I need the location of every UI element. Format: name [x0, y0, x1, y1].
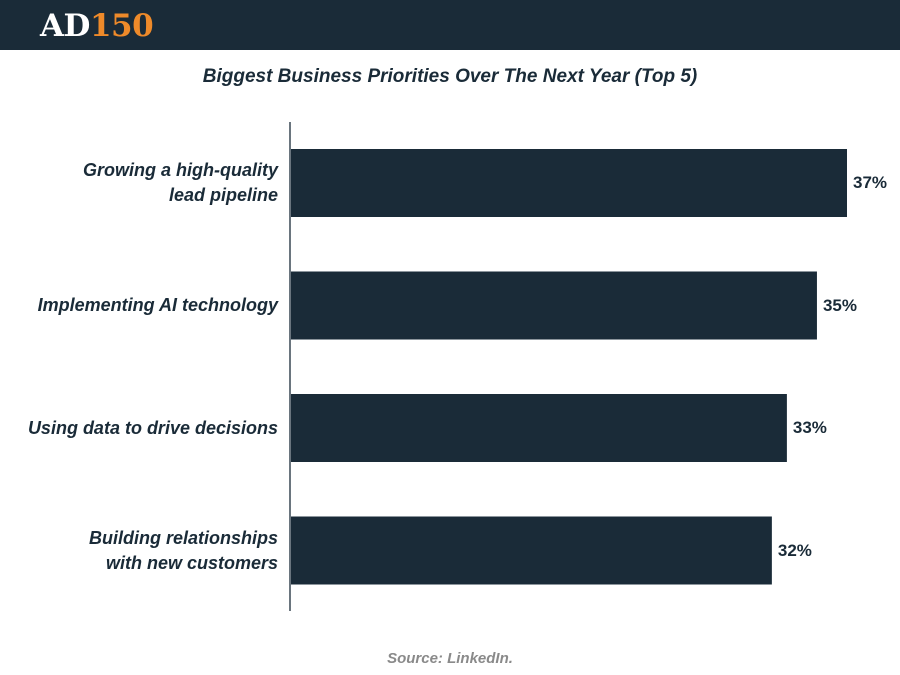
logo-text-150: 150 [89, 8, 154, 44]
source-note: Source: LinkedIn. [387, 650, 513, 667]
brand-logo: AD150 [40, 8, 154, 44]
category-label-0: Growing a high-quality lead pipeline [83, 160, 278, 205]
category-label-1: Implementing AI technology [37, 295, 278, 315]
bar-0 [291, 149, 847, 217]
bar-3 [291, 516, 772, 585]
value-label-0: 37% [853, 173, 888, 192]
bar-1 [291, 271, 817, 340]
bar-2 [291, 394, 787, 462]
category-label-2: Using data to drive decisions [27, 417, 278, 438]
value-label-2: 33% [792, 418, 827, 437]
logo-text-ad: AD [40, 8, 90, 44]
value-label-1: 35% [822, 295, 857, 315]
value-label-3: 32% [777, 540, 812, 560]
header-bar: AD150 [0, 0, 900, 50]
chart-title: Biggest Business Priorities Over The Nex… [202, 66, 698, 87]
category-label-3: Building relationships with new customer… [88, 527, 278, 573]
